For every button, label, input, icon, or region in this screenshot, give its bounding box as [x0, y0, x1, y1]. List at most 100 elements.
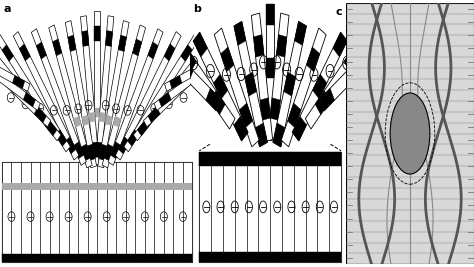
Polygon shape: [82, 31, 89, 46]
Bar: [69, 162, 78, 262]
Polygon shape: [159, 93, 171, 107]
Polygon shape: [148, 42, 158, 59]
Polygon shape: [319, 88, 335, 111]
Polygon shape: [118, 137, 129, 154]
Bar: [199, 152, 211, 262]
Bar: [126, 162, 135, 262]
Polygon shape: [245, 33, 257, 46]
Polygon shape: [312, 74, 327, 99]
Text: b: b: [193, 4, 201, 14]
Polygon shape: [214, 28, 259, 147]
Polygon shape: [0, 33, 51, 127]
Text: a: a: [4, 4, 11, 14]
Polygon shape: [89, 112, 95, 122]
Polygon shape: [98, 21, 129, 168]
Bar: [2, 254, 192, 262]
Polygon shape: [151, 31, 165, 54]
Bar: [246, 152, 258, 262]
Polygon shape: [220, 47, 234, 72]
Polygon shape: [0, 28, 30, 91]
Polygon shape: [333, 32, 347, 57]
Bar: [223, 152, 235, 262]
Polygon shape: [164, 44, 175, 61]
Polygon shape: [13, 32, 79, 160]
Polygon shape: [214, 42, 227, 57]
Polygon shape: [34, 107, 46, 123]
Polygon shape: [234, 116, 248, 141]
Bar: [270, 152, 282, 262]
Bar: [282, 152, 294, 262]
Polygon shape: [49, 25, 92, 168]
Polygon shape: [210, 91, 225, 115]
Polygon shape: [305, 33, 369, 129]
Polygon shape: [94, 11, 100, 160]
Polygon shape: [319, 31, 390, 111]
Bar: [145, 162, 155, 262]
Polygon shape: [284, 72, 296, 96]
Polygon shape: [53, 39, 62, 56]
Polygon shape: [281, 28, 326, 147]
Polygon shape: [172, 33, 235, 129]
Polygon shape: [95, 16, 114, 165]
Bar: [164, 162, 173, 262]
Polygon shape: [266, 58, 274, 78]
Bar: [116, 162, 126, 262]
Polygon shape: [65, 137, 76, 154]
Polygon shape: [110, 142, 121, 159]
Polygon shape: [133, 39, 142, 56]
Polygon shape: [273, 123, 285, 147]
Bar: [199, 152, 341, 262]
Polygon shape: [268, 13, 289, 142]
Polygon shape: [23, 93, 36, 107]
Polygon shape: [94, 108, 100, 117]
Polygon shape: [144, 33, 236, 127]
Polygon shape: [81, 16, 99, 165]
Polygon shape: [45, 120, 57, 136]
Polygon shape: [288, 103, 301, 128]
Polygon shape: [182, 48, 196, 72]
Bar: [155, 162, 164, 262]
Polygon shape: [81, 144, 90, 161]
Polygon shape: [133, 34, 218, 141]
Polygon shape: [73, 116, 81, 127]
Bar: [199, 252, 341, 262]
Polygon shape: [2, 45, 14, 61]
Polygon shape: [266, 112, 274, 132]
Polygon shape: [255, 123, 267, 147]
Polygon shape: [347, 60, 362, 83]
Polygon shape: [96, 142, 103, 158]
Polygon shape: [213, 74, 228, 99]
Polygon shape: [82, 115, 89, 126]
Polygon shape: [0, 31, 40, 111]
Bar: [97, 162, 107, 262]
Polygon shape: [292, 32, 347, 141]
Bar: [329, 152, 341, 262]
Bar: [2, 162, 11, 262]
Polygon shape: [87, 144, 95, 160]
Bar: [107, 162, 116, 262]
Bar: [199, 152, 341, 166]
Polygon shape: [105, 31, 112, 46]
Polygon shape: [234, 21, 246, 45]
Polygon shape: [181, 45, 192, 61]
Polygon shape: [273, 21, 307, 147]
Polygon shape: [36, 42, 46, 59]
Polygon shape: [99, 144, 107, 160]
Polygon shape: [315, 91, 330, 115]
Polygon shape: [55, 129, 67, 146]
Bar: [40, 162, 50, 262]
Bar: [88, 162, 97, 262]
Polygon shape: [91, 142, 99, 158]
Polygon shape: [193, 32, 248, 141]
Polygon shape: [251, 13, 273, 142]
Polygon shape: [99, 112, 105, 122]
Bar: [173, 162, 183, 262]
Bar: [59, 162, 69, 262]
Polygon shape: [0, 33, 71, 152]
Polygon shape: [128, 129, 139, 146]
Polygon shape: [206, 88, 221, 111]
Polygon shape: [124, 33, 200, 152]
Polygon shape: [254, 35, 264, 57]
Bar: [11, 162, 21, 262]
Polygon shape: [148, 107, 160, 123]
